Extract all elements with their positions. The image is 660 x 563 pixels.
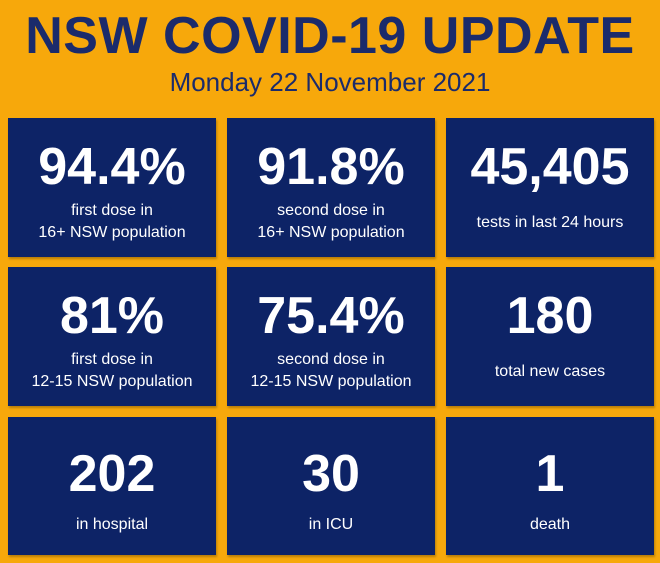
stat-card-deaths: 1 death <box>446 417 654 555</box>
stat-value: 45,405 <box>470 138 630 196</box>
stat-value: 81% <box>59 287 165 345</box>
stat-card-first-dose-16plus: 94.4% first dose in 16+ NSW population <box>8 118 216 257</box>
stat-value: 180 <box>506 287 594 345</box>
stat-card-second-dose-12-15: 75.4% second dose in 12-15 NSW populatio… <box>227 267 435 406</box>
stat-label: in ICU <box>308 516 354 533</box>
stat-value: 1 <box>535 445 565 503</box>
stat-value: 91.8% <box>257 138 405 196</box>
page-title: NSW COVID-19 UPDATE <box>25 7 635 65</box>
stat-card-new-cases: 180 total new cases <box>446 267 654 406</box>
stat-card-first-dose-12-15: 81% first dose in 12-15 NSW population <box>8 267 216 406</box>
stat-value: 75.4% <box>257 287 405 345</box>
stat-label: first dose in 16+ NSW population <box>38 202 186 241</box>
stat-card-in-hospital: 202 in hospital <box>8 417 216 555</box>
update-date: Monday 22 November 2021 <box>169 67 491 97</box>
stat-label: first dose in 12-15 NSW population <box>31 351 193 390</box>
stat-value: 94.4% <box>38 138 186 196</box>
stat-value: 30 <box>302 445 360 503</box>
stat-label: second dose in 12-15 NSW population <box>250 351 412 390</box>
stat-card-in-icu: 30 in ICU <box>227 417 435 555</box>
stat-card-second-dose-16plus: 91.8% second dose in 16+ NSW population <box>227 118 435 257</box>
stat-label: total new cases <box>494 363 606 380</box>
stat-label: second dose in 16+ NSW population <box>257 202 405 241</box>
stat-label: in hospital <box>75 516 149 533</box>
stat-label: tests in last 24 hours <box>476 214 624 231</box>
stat-label: death <box>529 516 571 533</box>
stat-card-tests: 45,405 tests in last 24 hours <box>446 118 654 257</box>
stat-value: 202 <box>68 445 156 503</box>
